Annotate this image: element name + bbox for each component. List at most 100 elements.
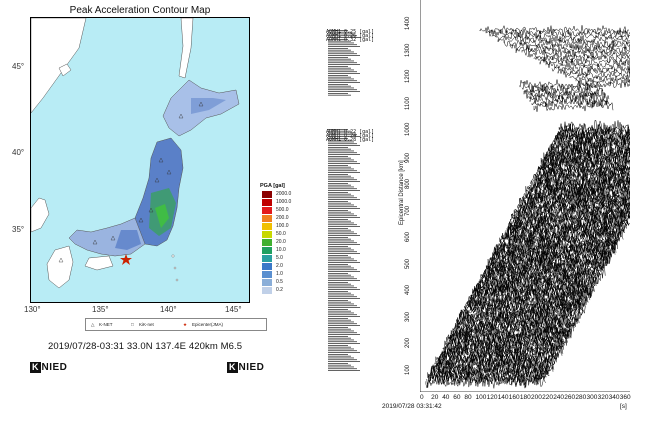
station-label-row — [328, 148, 351, 150]
pga-value-label: 1.0 — [276, 271, 283, 277]
pga-value-label: 100.0 — [276, 223, 289, 229]
pga-swatch — [262, 231, 272, 238]
station-label-row — [328, 208, 360, 209]
station-label-row — [328, 229, 351, 231]
station-label-row — [328, 280, 360, 281]
x-tick-label: 20 — [431, 394, 439, 401]
station-label-row — [328, 273, 348, 274]
station-label-row — [328, 156, 348, 157]
station-label-row — [328, 62, 357, 64]
station-label-row — [328, 132, 354, 134]
station-label-row — [328, 195, 354, 197]
star-icon: ★ — [183, 322, 188, 327]
pga-contour-map — [30, 17, 250, 303]
station-label-row — [328, 305, 357, 307]
station-label-row — [328, 224, 357, 226]
y-tick-label: 1200 — [405, 69, 411, 83]
station-label-row — [328, 44, 357, 46]
pga-swatch — [262, 223, 272, 230]
lon-label-135: 135° — [92, 305, 109, 314]
station-label-row — [328, 287, 357, 289]
y-tick-label: 300 — [405, 311, 411, 322]
waveform-trace — [444, 338, 565, 355]
x-tick-label: 340 — [608, 394, 620, 401]
station-label-row — [328, 228, 348, 229]
station-legend: △ K-NET □ KiK-net ★ Epicenter(JMA) — [85, 318, 267, 331]
station-label-row — [328, 183, 348, 184]
station-label-row — [328, 147, 348, 148]
station-label-row — [328, 238, 351, 240]
waveform-trace — [537, 162, 630, 179]
y-tick-label: 600 — [405, 231, 411, 242]
station-label-row — [328, 289, 360, 290]
waveform-trace — [533, 53, 630, 65]
station-label-row — [328, 269, 357, 271]
pga-value-label: 20.0 — [276, 239, 286, 245]
station-label-row — [328, 143, 357, 145]
station-label-row — [328, 370, 360, 371]
station-label-row — [328, 31, 351, 33]
waveform-trace — [581, 79, 630, 89]
station-label-row — [328, 325, 360, 326]
waveform-trace — [471, 286, 592, 303]
station-label-row — [328, 60, 354, 62]
station-label-row — [328, 332, 357, 334]
station-label-row — [328, 309, 348, 310]
station-label-row — [328, 206, 357, 208]
station-label-row — [328, 57, 348, 58]
waveform-trace — [506, 220, 626, 237]
station-label-row — [328, 220, 351, 222]
waveform-trace — [540, 155, 630, 172]
station-label-row — [328, 129, 348, 130]
waveform-trace — [521, 81, 602, 94]
station-label-row — [328, 310, 351, 312]
station-label-row — [328, 364, 351, 366]
waveform-trace — [452, 321, 573, 339]
station-label-row — [328, 71, 357, 73]
station-label-row — [328, 186, 354, 188]
station-label-row — [328, 323, 357, 325]
station-label-row — [328, 94, 351, 96]
station-label-row — [328, 159, 354, 161]
station-label-row — [328, 93, 348, 94]
station-label-column — [328, 30, 360, 371]
station-label-row — [328, 285, 354, 287]
station-label-row — [328, 139, 351, 141]
waveform-trace — [426, 371, 547, 388]
waveform-trace — [538, 160, 630, 178]
station-label-row — [328, 75, 348, 76]
waveform-trace — [435, 354, 555, 371]
y-tick-label: 100 — [405, 364, 411, 375]
waveform-trace — [431, 363, 551, 378]
waveform-trace — [485, 261, 605, 278]
station-label-row — [328, 253, 360, 254]
station-label-row — [328, 296, 357, 298]
station-label-row — [328, 85, 351, 87]
pga-swatch — [262, 191, 272, 198]
station-label-row — [328, 46, 360, 47]
waveform-trace — [521, 191, 630, 208]
record-section-plot — [420, 0, 630, 392]
waveform-trace — [450, 325, 571, 342]
waveform-trace — [543, 150, 630, 166]
waveform-trace — [548, 140, 630, 157]
station-label-row — [328, 53, 357, 55]
pga-swatch — [262, 239, 272, 246]
station-label-row — [328, 265, 351, 267]
station-label-row — [328, 141, 354, 143]
station-label-row — [328, 76, 351, 78]
station-label-row — [328, 193, 351, 195]
station-label-row — [328, 246, 348, 247]
waveform-trace — [503, 226, 623, 244]
waveform-trace — [552, 133, 630, 149]
x-tick-label: 240 — [553, 394, 565, 401]
pga-swatch — [262, 199, 272, 206]
waveform-trace — [559, 119, 630, 136]
station-label-row — [328, 145, 360, 146]
station-label-row — [328, 354, 348, 355]
pga-swatch — [262, 247, 272, 254]
station-label-row — [328, 222, 354, 224]
station-label-row — [328, 226, 360, 227]
station-label-row — [328, 251, 357, 253]
pga-value-label: 200.0 — [276, 215, 289, 221]
